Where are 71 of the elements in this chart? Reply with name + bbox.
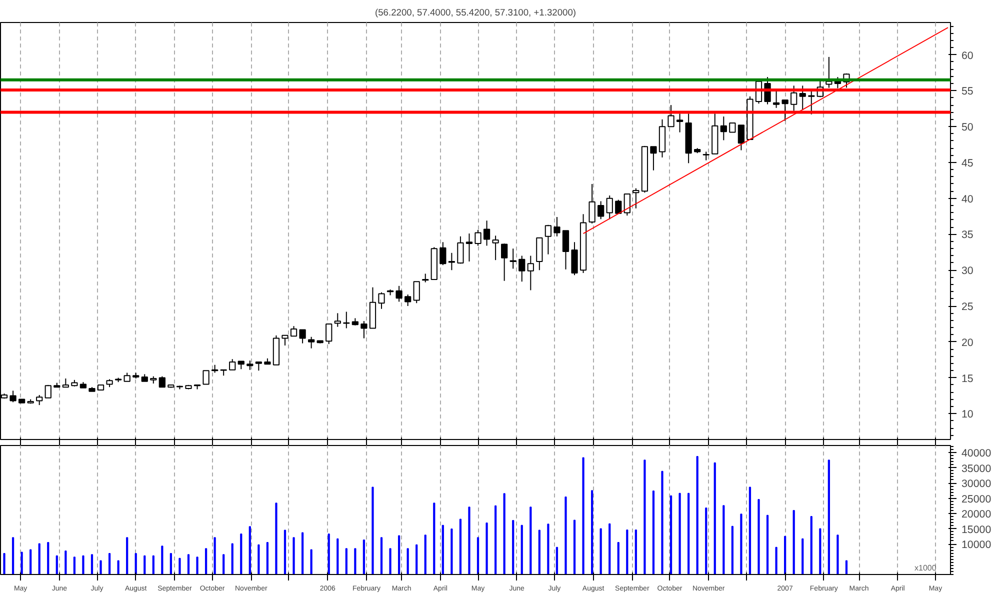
candlestick	[668, 104, 674, 128]
candlestick	[36, 394, 43, 406]
candlestick	[606, 194, 613, 220]
candlestick	[360, 320, 368, 339]
y-tick-label: 45	[962, 157, 974, 170]
candlestick	[202, 370, 210, 385]
candlestick	[527, 255, 534, 291]
candlestick	[474, 229, 482, 246]
annotation: x1000	[914, 564, 937, 572]
y-tick-label: 10000	[962, 539, 992, 552]
y-tick-label: 25000	[962, 493, 992, 506]
candlestick	[554, 216, 560, 237]
candlestick	[624, 194, 630, 216]
y-tick-label: 15000	[962, 524, 992, 536]
candlestick	[650, 146, 657, 171]
candlestick	[808, 90, 815, 115]
candlestick	[782, 100, 788, 122]
candlestick	[799, 85, 806, 111]
candlestick	[457, 236, 464, 264]
candlestick	[466, 233, 473, 262]
candlestick	[246, 360, 254, 370]
candlestick	[404, 294, 412, 307]
candlestick	[44, 384, 52, 398]
y-tick-label: 40	[962, 193, 974, 206]
candlestick	[334, 312, 341, 328]
candlestick	[598, 200, 604, 220]
candlestick	[299, 329, 306, 344]
y-tick-label: 40000	[962, 448, 992, 460]
candlestick	[720, 116, 727, 141]
candlestick	[326, 323, 332, 345]
candlestick	[536, 237, 543, 271]
candlestick	[729, 122, 736, 133]
y-tick-label: 50	[962, 122, 974, 134]
candlestick	[738, 124, 745, 151]
candlestick	[483, 220, 490, 246]
candlestick	[571, 242, 578, 276]
candlestick	[562, 230, 570, 270]
y-tick-label: 35	[962, 229, 974, 242]
y-tick-label: 30000	[962, 478, 992, 490]
y-tick-label: 20000	[962, 508, 992, 521]
candlestick	[448, 252, 456, 271]
y-tick-label: 25	[962, 301, 974, 314]
y-tick-label: 15	[962, 372, 974, 385]
candlestick	[413, 281, 420, 304]
candlestick	[632, 188, 640, 209]
candlestick	[544, 224, 552, 255]
chart-title: (56.2200, 57.4000, 55.4200, 57.3100, +1.32000)	[375, 8, 576, 18]
candlestick	[588, 183, 596, 224]
candlestick	[676, 113, 684, 133]
y-tick-label: 60	[962, 50, 974, 62]
candlestick	[790, 85, 798, 112]
candlestick	[518, 255, 526, 282]
candlestick	[378, 292, 385, 310]
candlestick	[492, 235, 499, 261]
candlestick	[440, 242, 446, 266]
candlestick	[158, 376, 166, 388]
y-tick-label: 55	[962, 86, 974, 98]
y-tick-label: 20	[962, 336, 974, 349]
candlestick	[308, 336, 315, 349]
y-tick-label: 35000	[962, 462, 992, 475]
candlestick	[282, 334, 288, 346]
candlestick	[772, 90, 780, 108]
candlestick	[501, 243, 508, 282]
y-tick-label: 30	[962, 265, 974, 278]
candlestick	[615, 199, 622, 214]
candlestick	[396, 285, 402, 302]
candlestick	[290, 326, 298, 337]
y-tick-label: 10	[962, 408, 974, 421]
candlestick	[510, 248, 516, 270]
candlestick	[10, 390, 16, 403]
candlestick	[229, 358, 236, 370]
